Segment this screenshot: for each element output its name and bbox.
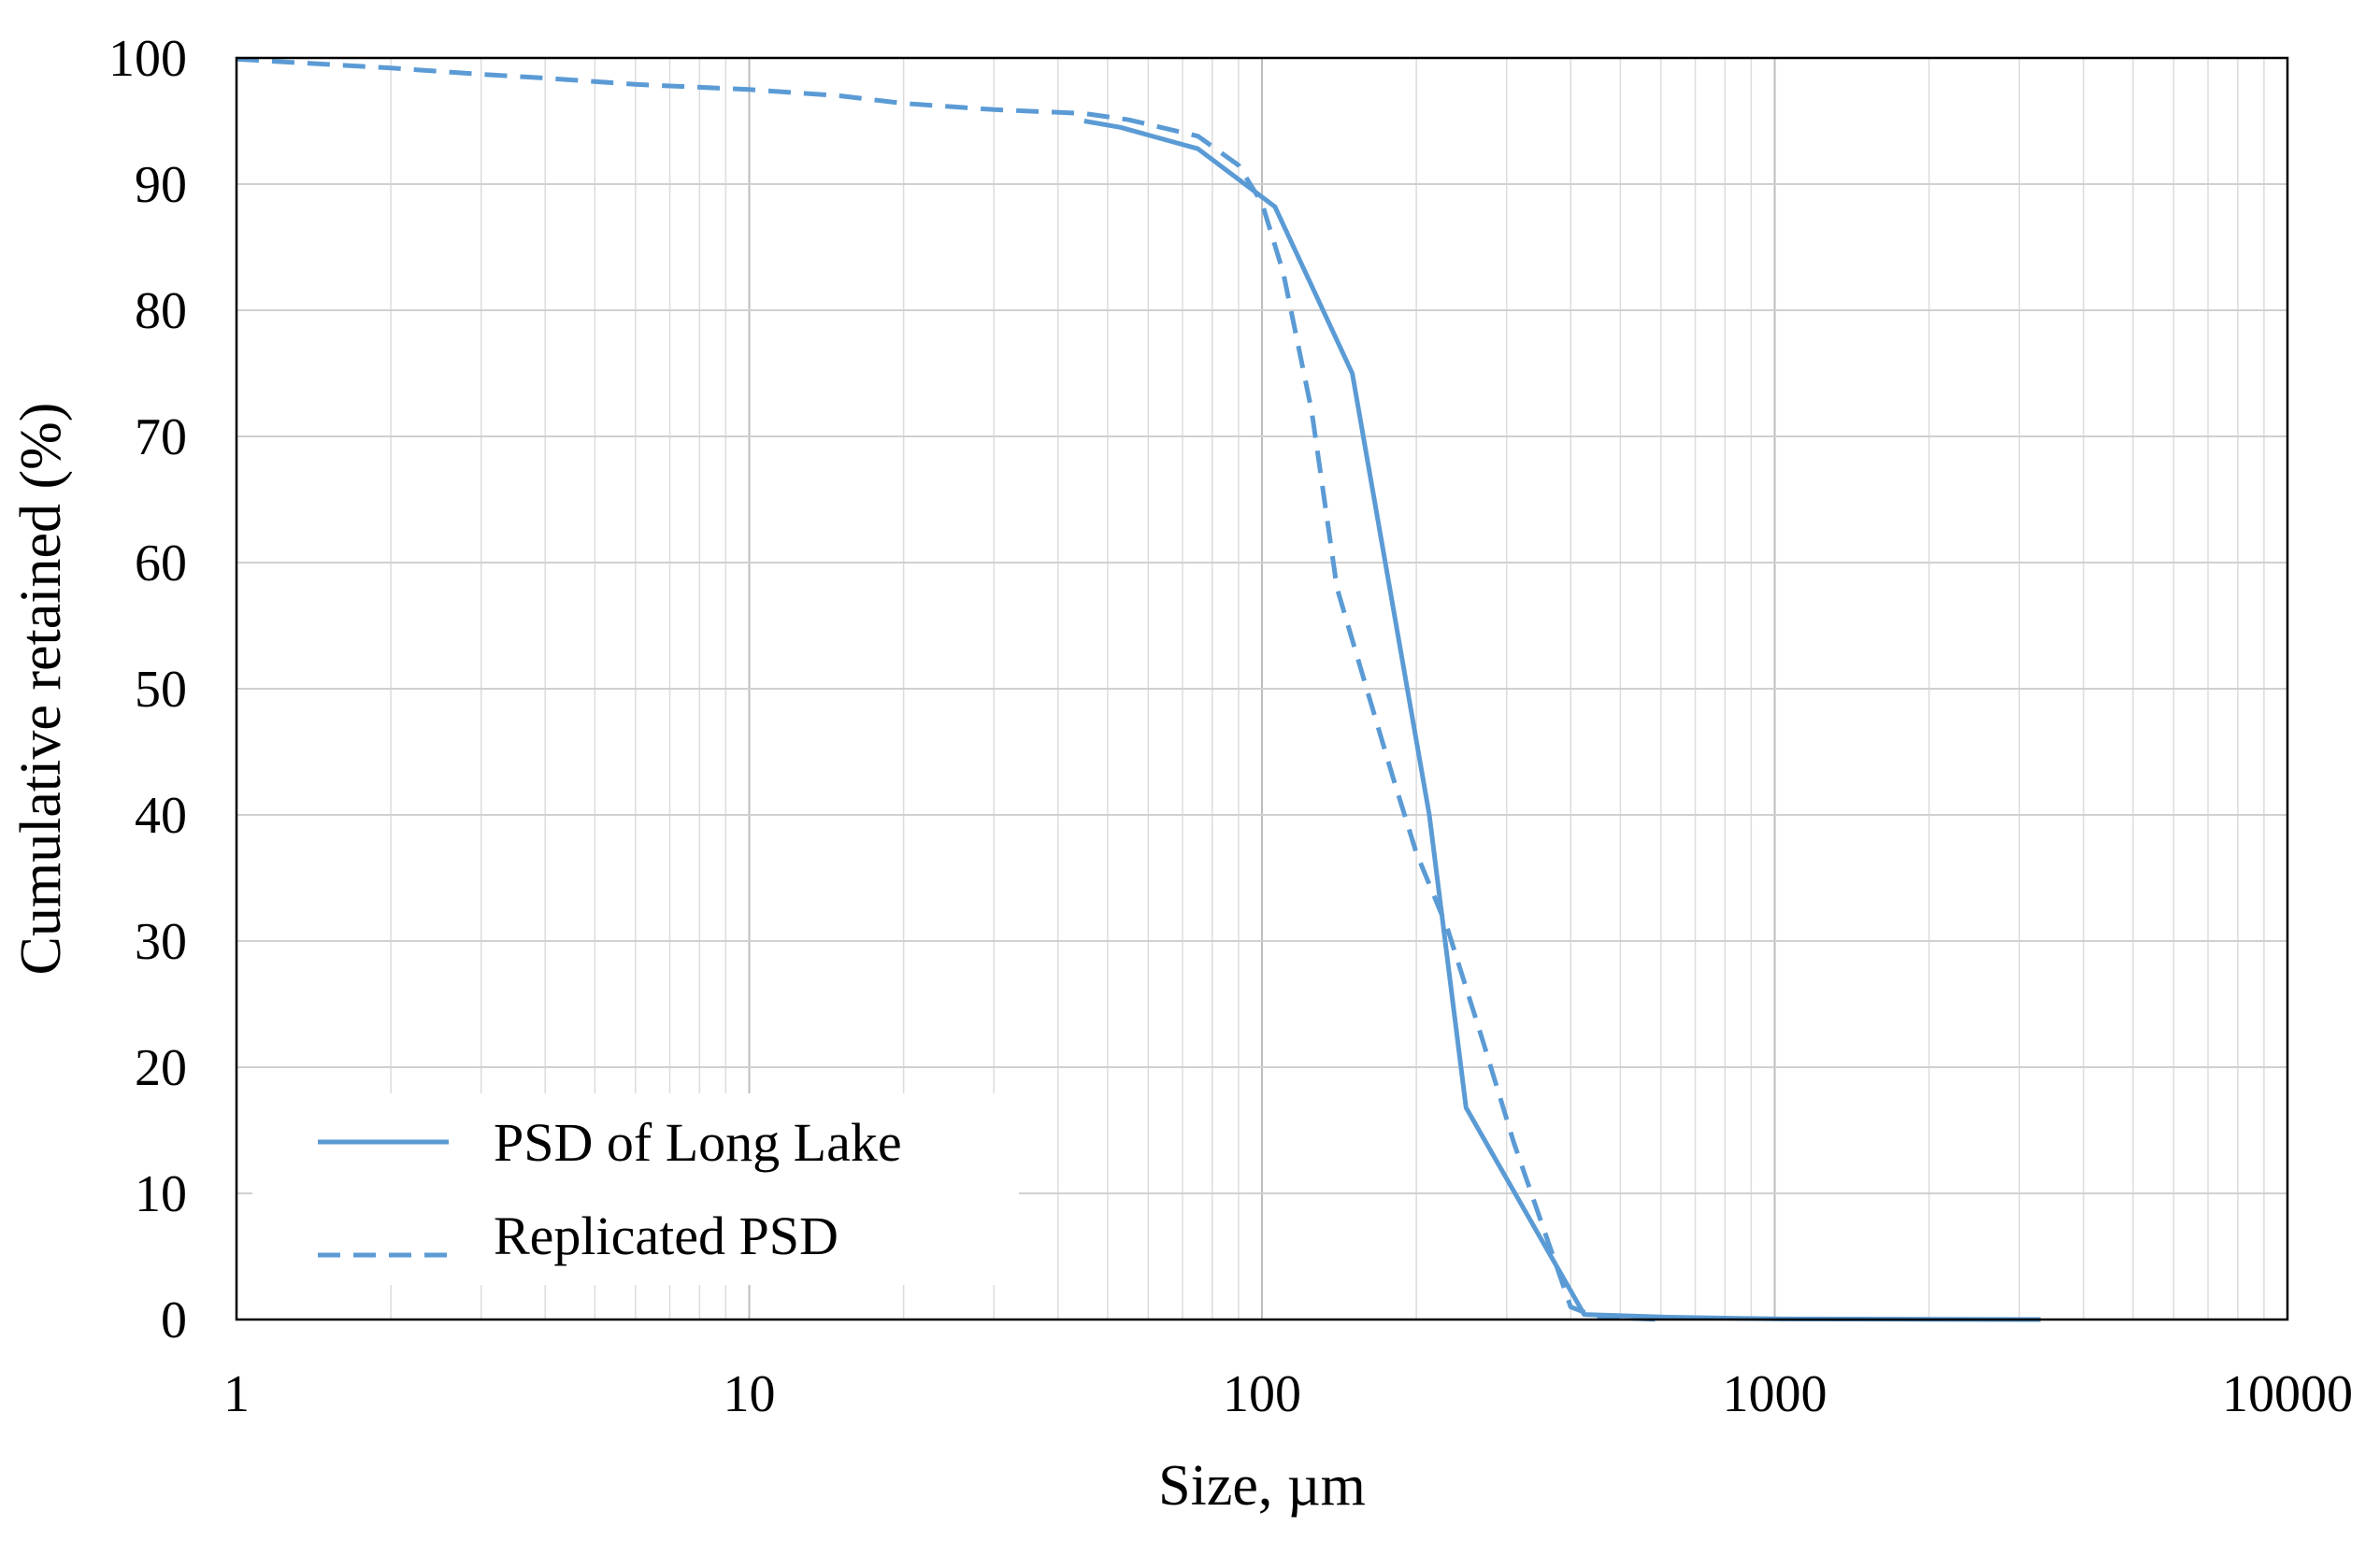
x-tick-label: 10000	[2222, 1365, 2353, 1423]
legend-box	[252, 1093, 1019, 1285]
legend: PSD of Long Lake Replicated PSD	[252, 1093, 1019, 1285]
y-tick-label: 60	[135, 535, 187, 592]
y-tick-label: 10	[135, 1165, 187, 1223]
y-tick-label: 90	[135, 156, 187, 214]
x-axis-title: Size, µm	[1158, 1454, 1366, 1518]
y-tick-label: 50	[135, 661, 187, 719]
y-tick-label: 100	[108, 30, 187, 88]
x-tick-label: 100	[1223, 1365, 1301, 1423]
series-line-replicated-psd	[236, 56, 1661, 1322]
x-tick-label: 1	[223, 1365, 250, 1423]
y-tick-label: 0	[161, 1291, 187, 1349]
plot-frame	[235, 56, 2289, 1321]
y-axis-title: Cumulative retained (%)	[9, 403, 73, 976]
y-tick-label: 70	[135, 408, 187, 466]
y-tick-label: 80	[135, 282, 187, 340]
y-tick-label: 20	[135, 1039, 187, 1097]
y-tick-label: 30	[135, 913, 187, 971]
x-tick-label: 10	[724, 1365, 776, 1423]
y-tick-label: 40	[135, 787, 187, 845]
legend-label-psd-long-lake: PSD of Long Lake	[494, 1112, 902, 1173]
grid	[237, 58, 2287, 1320]
tick-labels: 1 10 100 1000 10000 0 10 20 30 40 50 60 70 80 90 100	[108, 30, 2353, 1423]
x-tick-label: 1000	[1723, 1365, 1828, 1423]
series-line-psd-long-lake	[1083, 119, 2041, 1322]
legend-label-replicated-psd: Replicated PSD	[494, 1206, 839, 1266]
